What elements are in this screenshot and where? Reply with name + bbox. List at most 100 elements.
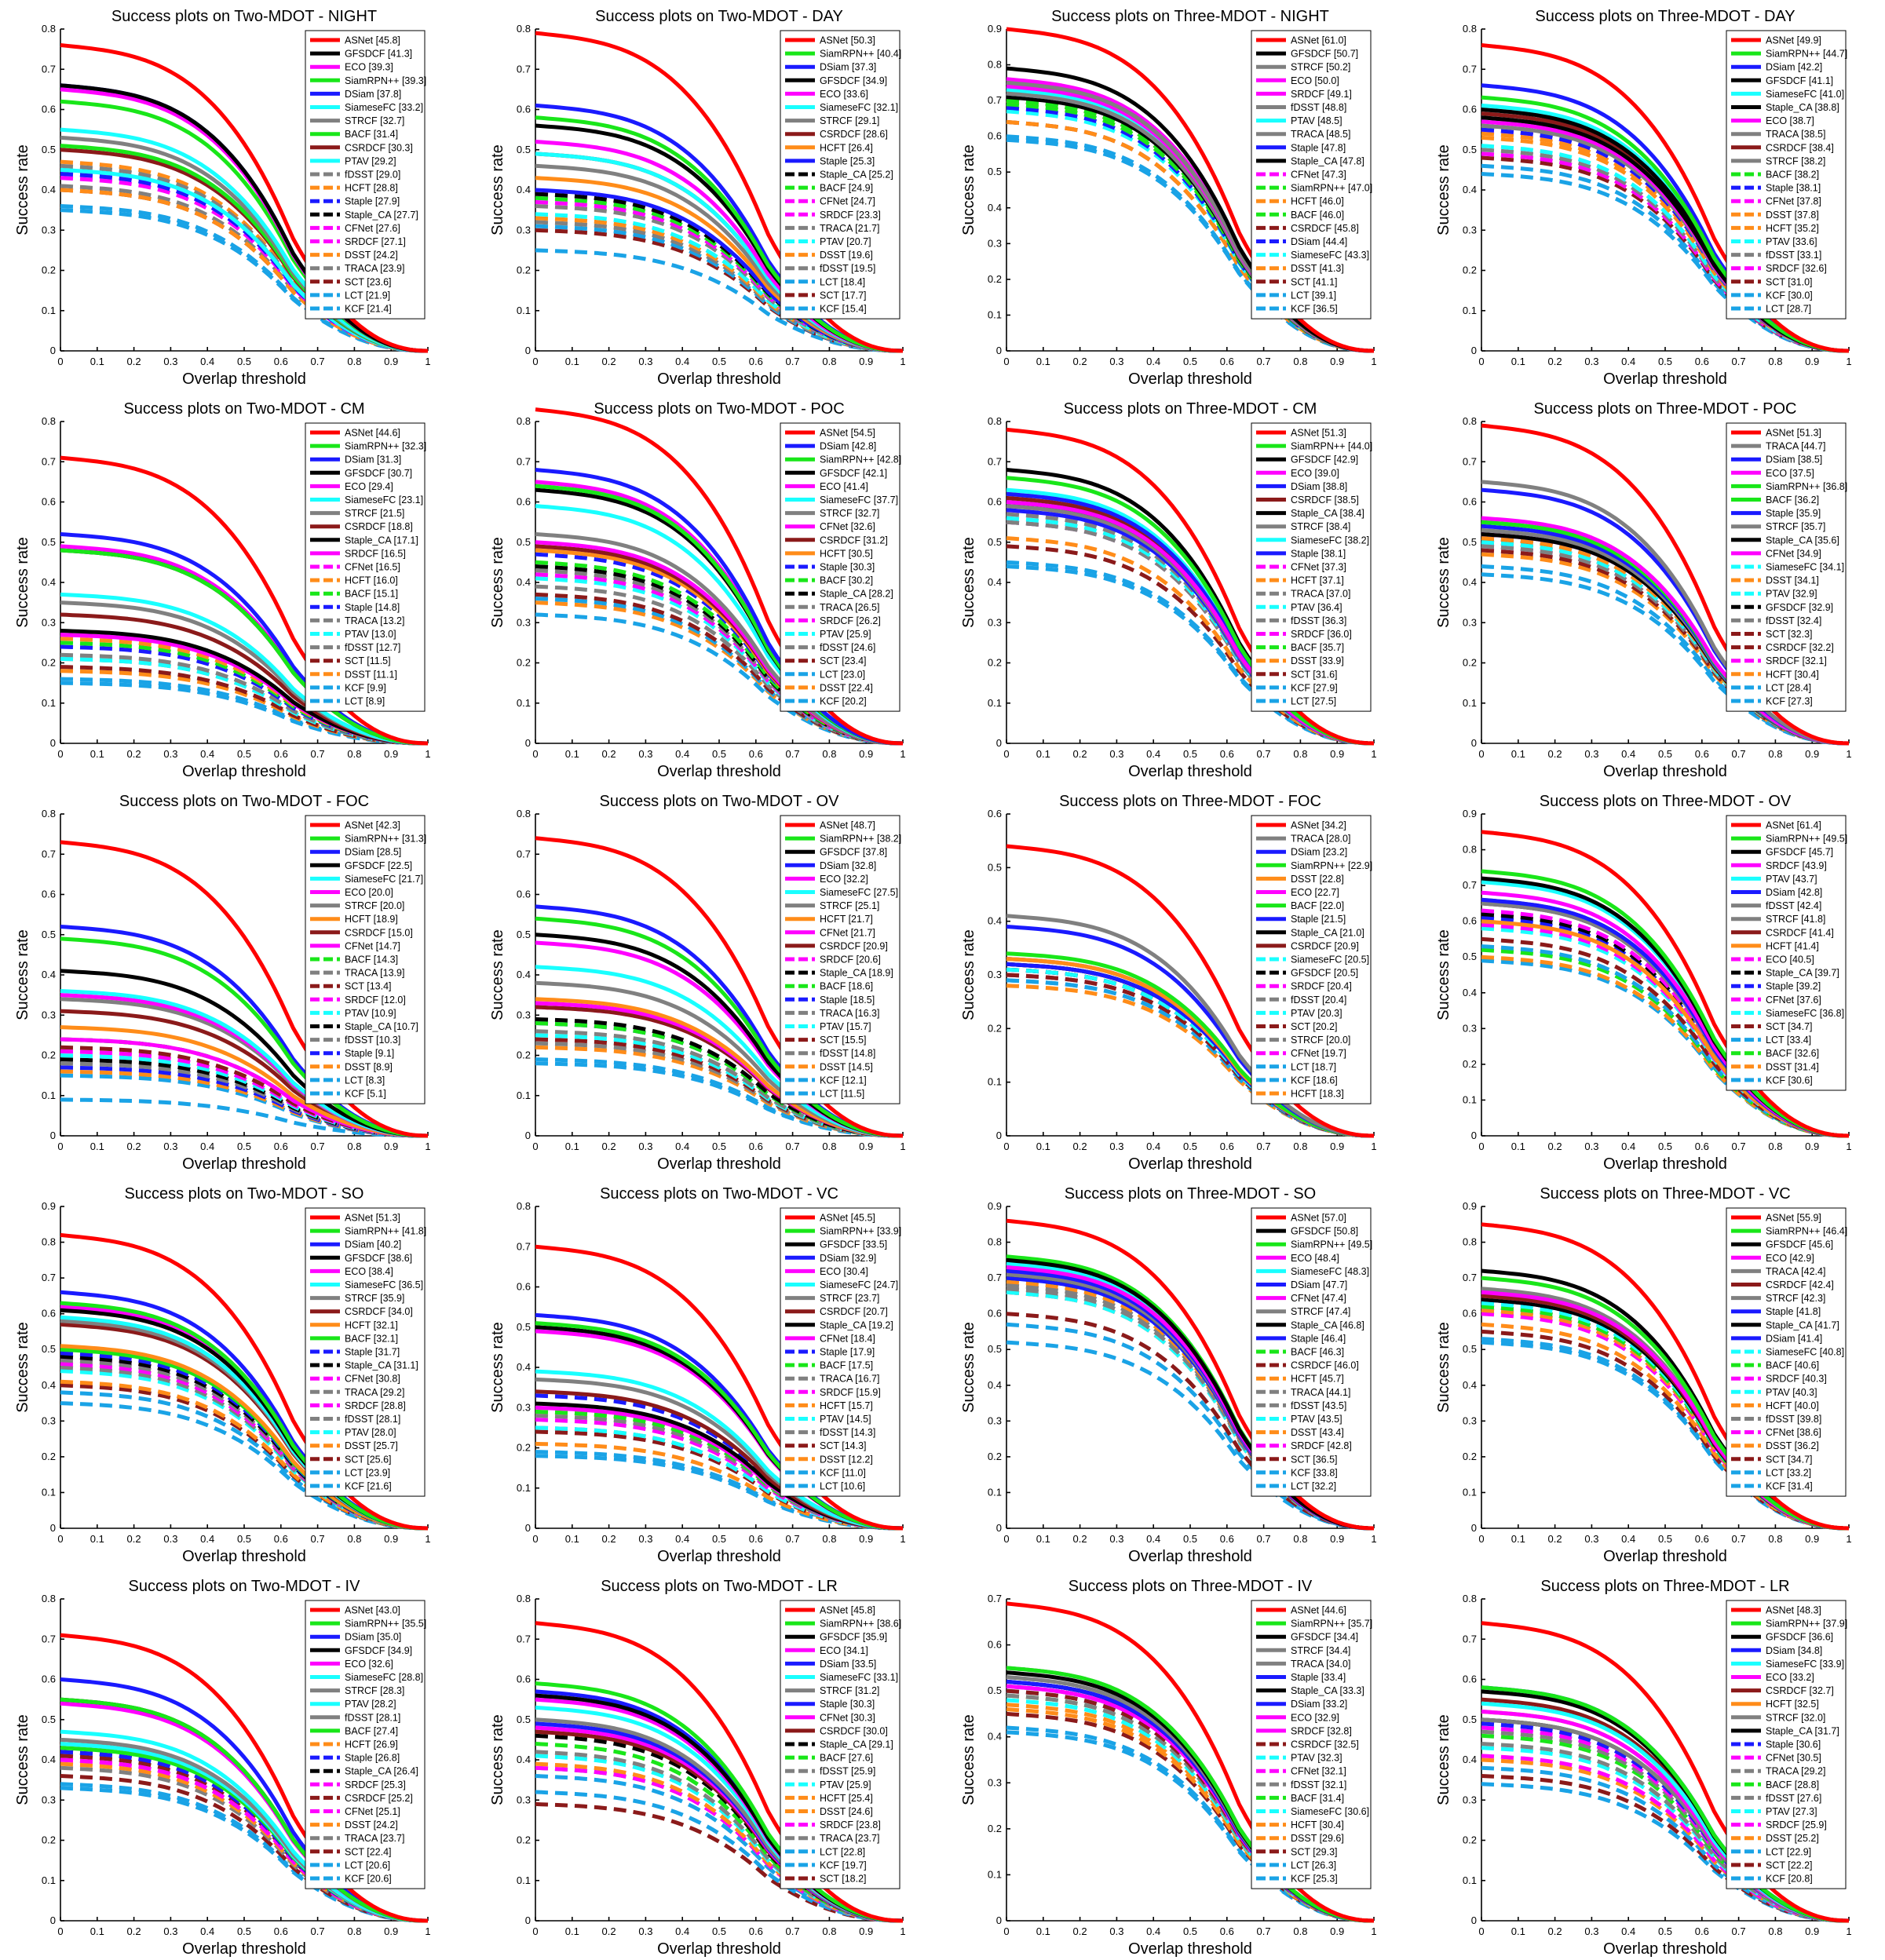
legend-entry: SiamRPN++ [22.9] bbox=[1291, 860, 1372, 871]
series-line-lct bbox=[60, 681, 428, 746]
legend-entry: CSRDCF [15.0] bbox=[345, 927, 413, 938]
x-tick-label: 1 bbox=[1846, 748, 1851, 760]
y-tick-label: 0.6 bbox=[42, 496, 56, 508]
x-tick-label: 1 bbox=[1846, 1925, 1851, 1937]
legend-entry: CSRDCF [31.2] bbox=[820, 535, 888, 546]
series-line-lct bbox=[1006, 1340, 1375, 1531]
x-axis-title: Overlap threshold bbox=[657, 1548, 781, 1565]
series-line-siamrpn- bbox=[1006, 1666, 1375, 1923]
x-tick-label: 0.2 bbox=[1548, 748, 1562, 760]
series-line-hcft bbox=[1006, 984, 1375, 1138]
series-line-eco bbox=[1481, 908, 1850, 1138]
legend-entry: CFNet [18.4] bbox=[820, 1333, 875, 1344]
legend-entry: GFSDCF [34.9] bbox=[345, 1645, 412, 1656]
series-line-lct bbox=[60, 1073, 428, 1138]
legend-entry: CSRDCF [34.0] bbox=[345, 1306, 413, 1317]
legend-entry: BACF [17.5] bbox=[820, 1360, 873, 1371]
x-tick-label: 0 bbox=[532, 1141, 538, 1152]
x-tick-label: 0.2 bbox=[1073, 1925, 1087, 1937]
legend-entry: SRDCF [42.8] bbox=[1291, 1440, 1352, 1451]
x-tick-label: 0.7 bbox=[1732, 748, 1746, 760]
x-tick-label: 0.1 bbox=[1036, 356, 1050, 367]
legend-entry: DSST [25.7] bbox=[345, 1440, 398, 1451]
legend-entry: ASNet [44.6] bbox=[345, 428, 400, 439]
chart-title: Success plots on Three-MDOT - IV bbox=[1069, 1578, 1313, 1595]
legend-entry: PTAV [43.5] bbox=[1291, 1414, 1343, 1425]
x-tick-label: 0.1 bbox=[565, 1141, 579, 1152]
legend-entry: ASNet [57.0] bbox=[1291, 1213, 1346, 1224]
legend-entry: STRCF [23.7] bbox=[820, 1293, 879, 1304]
legend-entry: fDSST [32.1] bbox=[1291, 1779, 1346, 1790]
series-line-kcf bbox=[1006, 1730, 1375, 1923]
legend-entry: DSST [24.2] bbox=[345, 250, 398, 261]
legend-entry: fDSST [28.1] bbox=[345, 1712, 400, 1723]
x-tick-label: 0 bbox=[532, 356, 538, 367]
x-tick-label: 0.4 bbox=[1621, 1141, 1635, 1152]
chart-title: Success plots on Three-MDOT - POC bbox=[1534, 400, 1797, 418]
series-line-fdsst bbox=[535, 584, 904, 746]
legend-entry: TRACA [29.2] bbox=[1766, 1766, 1825, 1777]
legend-entry: CSRDCF [32.5] bbox=[1291, 1739, 1359, 1750]
x-tick-label: 0.2 bbox=[1548, 1925, 1562, 1937]
legend-entry: KCF [21.6] bbox=[345, 1481, 392, 1492]
legend-entry: SiamRPN++ [36.8] bbox=[1766, 481, 1847, 492]
series-line-asnet bbox=[60, 43, 429, 353]
legend-entry: KCF [11.0] bbox=[820, 1467, 866, 1478]
legend-entry: BACF [18.6] bbox=[820, 981, 873, 992]
legend-entry: GFSDCF [41.1] bbox=[1766, 75, 1833, 86]
chart-panel: Success plots on Two-MDOT - VC 0 0.1 0.2 0.3… bbox=[489, 1185, 906, 1565]
legend-entry: PTAV [32.9] bbox=[1766, 589, 1817, 600]
x-tick-label: 0.6 bbox=[1220, 1533, 1234, 1545]
legend-entry: SiameseFC [20.5] bbox=[1291, 954, 1369, 965]
legend-entry: HCFT [46.0] bbox=[1291, 196, 1344, 207]
series-line-srdcf bbox=[535, 199, 904, 353]
x-axis-title: Overlap threshold bbox=[657, 1155, 781, 1173]
series-line-traca bbox=[535, 1029, 904, 1138]
y-tick-label: 0.1 bbox=[988, 308, 1002, 320]
legend-entry: ECO [41.4] bbox=[820, 481, 868, 492]
legend-entry: SCT [34.7] bbox=[1766, 1021, 1813, 1032]
x-tick-label: 0.6 bbox=[274, 1533, 288, 1545]
x-axis-title: Overlap threshold bbox=[1128, 1548, 1252, 1565]
y-axis-title: Success rate bbox=[1435, 1322, 1452, 1413]
series-line-staple-ca bbox=[535, 1733, 904, 1923]
y-tick-label: 0.4 bbox=[517, 1754, 531, 1765]
legend-entry: CFNet [32.1] bbox=[1291, 1766, 1346, 1777]
x-tick-label: 0.2 bbox=[1548, 1141, 1562, 1152]
legend-entry: SCT [22.4] bbox=[345, 1846, 392, 1857]
legend-entry: PTAV [20.7] bbox=[820, 236, 871, 247]
legend-entry: fDSST [19.5] bbox=[820, 263, 875, 274]
legend-entry: CSRDCF [20.7] bbox=[820, 1306, 888, 1317]
legend-entry: STRCF [32.7] bbox=[820, 508, 879, 519]
legend-entry: ECO [50.0] bbox=[1291, 75, 1339, 86]
series-line-traca bbox=[535, 1414, 904, 1531]
y-tick-label: 0.2 bbox=[517, 1049, 531, 1061]
x-tick-label: 0.3 bbox=[163, 1141, 177, 1152]
legend-entry: SiameseFC [36.8] bbox=[1766, 1008, 1844, 1019]
legend-entry: BACF [35.7] bbox=[1291, 642, 1344, 653]
legend-entry: DSST [12.2] bbox=[820, 1454, 873, 1465]
x-tick-label: 1 bbox=[1371, 1533, 1376, 1545]
x-tick-label: 0.5 bbox=[1183, 748, 1197, 760]
x-tick-label: 0.2 bbox=[1073, 1533, 1087, 1545]
x-tick-label: 0.4 bbox=[1146, 356, 1160, 367]
legend-entry: STRCF [42.3] bbox=[1766, 1293, 1825, 1304]
y-tick-label: 0.9 bbox=[1463, 808, 1477, 819]
x-tick-label: 0.2 bbox=[602, 748, 616, 760]
x-tick-label: 0.8 bbox=[1293, 356, 1307, 367]
legend-entry: CFNet [37.8] bbox=[1766, 196, 1821, 207]
x-tick-label: 0 bbox=[532, 1925, 538, 1937]
x-tick-label: 0.2 bbox=[602, 1533, 616, 1545]
y-tick-label: 0.6 bbox=[988, 1639, 1002, 1651]
y-tick-label: 0 bbox=[525, 1130, 531, 1141]
legend-entry: LCT [33.2] bbox=[1766, 1467, 1811, 1478]
legend-entry: CSRDCF [28.6] bbox=[820, 129, 888, 140]
x-tick-label: 0.4 bbox=[675, 1141, 689, 1152]
legend-entry: Staple [17.9] bbox=[820, 1347, 875, 1358]
series-line-lct bbox=[1481, 1765, 1850, 1923]
legend-entry: HCFT [35.2] bbox=[1766, 223, 1819, 234]
legend-entry: KCF [19.7] bbox=[820, 1860, 867, 1871]
legend-entry: DSiam [28.5] bbox=[345, 847, 401, 858]
legend-entry: GFSDCF [20.5] bbox=[1291, 968, 1358, 979]
legend-entry: ASNet [51.3] bbox=[1291, 428, 1346, 439]
